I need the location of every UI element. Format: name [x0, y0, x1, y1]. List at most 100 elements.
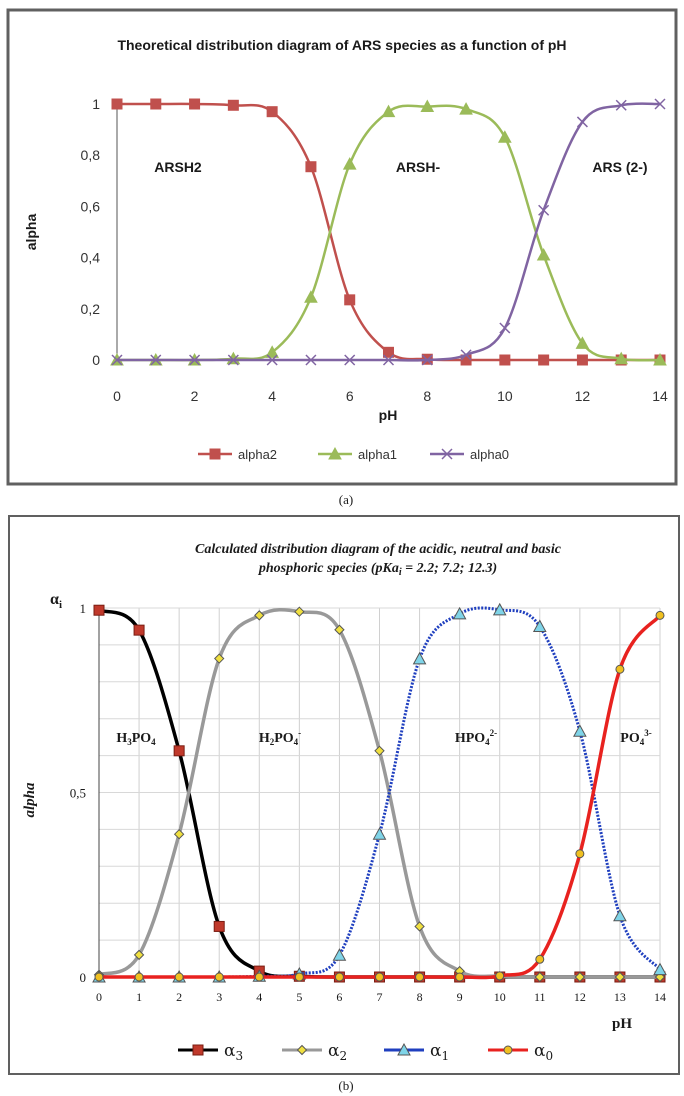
chart-a-point-alpha2 — [576, 354, 588, 366]
chart-b-point-1 — [254, 610, 265, 621]
chart-b-point-3 — [94, 972, 104, 982]
chart-a-ytick-label: 0,8 — [81, 147, 101, 163]
chart-b-legend-marker-1 — [296, 1044, 308, 1056]
chart-a-point-alpha0 — [344, 354, 356, 366]
chart-a-annotation-arsh-: ARSH- — [396, 159, 441, 175]
chart-b-xtick-label: 14 — [654, 990, 666, 1004]
chart-a-point-alpha0 — [615, 99, 627, 111]
chart-b-legend-label-0: α3 — [224, 1041, 243, 1063]
chart-a-title: Theoretical distribution diagram of ARS … — [117, 37, 566, 53]
chart-a-ytick-label: 0,4 — [81, 250, 101, 266]
chart-b-xtick-label: 4 — [256, 990, 262, 1004]
chart-a-ylabel: alpha — [23, 214, 39, 251]
chart-b-point-3 — [375, 972, 384, 982]
chart-a-point-alpha1 — [498, 130, 512, 143]
chart-b-legend-label-3: α0 — [534, 1041, 553, 1063]
chart-a-ytick-label: 1 — [92, 96, 100, 112]
chart-b-caption: (b) — [338, 1078, 353, 1093]
chart-b-point-3 — [214, 972, 224, 982]
chart-b-point-1 — [133, 949, 145, 961]
chart-b-xtick-label: 9 — [457, 990, 463, 1004]
chart-b-point-2 — [653, 962, 667, 976]
chart-b-point-1 — [294, 606, 305, 617]
chart-b-series-3 — [94, 610, 665, 982]
chart-b-xtick-label: 8 — [417, 990, 423, 1004]
chart-a-xtick-label: 0 — [113, 388, 121, 404]
chart-b-legend: α3 α2 α1 α0 — [178, 1041, 553, 1063]
chart-a-point-alpha0 — [654, 98, 666, 110]
chart-a-point-alpha0 — [227, 354, 239, 366]
chart-a-frame — [6, 8, 678, 486]
chart-a-point-alpha1 — [614, 351, 629, 365]
chart-b-point-3 — [334, 972, 344, 982]
chart-b-point-2 — [532, 619, 547, 632]
chart-a-point-alpha0 — [499, 322, 511, 334]
chart-b-point-3 — [655, 610, 665, 620]
chart-b-line-1 — [98, 607, 660, 979]
chart-a-point-alpha0 — [150, 354, 162, 366]
chart-b-point-1 — [173, 828, 185, 840]
chart-a-xtick-label: 6 — [346, 388, 354, 404]
chart-b-xtick-label: 0 — [96, 990, 102, 1004]
chart-a-legend-marker-alpha2 — [209, 448, 221, 460]
chart-b-legend-label-1: α2 — [328, 1041, 347, 1063]
chart-a-legend-label-alpha2: alpha2 — [238, 447, 277, 462]
chart-a-xtick-label: 10 — [497, 388, 513, 404]
chart-a-point-alpha1 — [536, 247, 551, 261]
chart-b-ytick-label: 0 — [80, 970, 87, 985]
chart-a-point-alpha2 — [538, 354, 550, 366]
chart-a-point-alpha1 — [342, 157, 357, 170]
chart-b-annotation-po43: PO43- — [620, 728, 651, 747]
chart-a-ytick-label: 0,6 — [81, 198, 101, 214]
chart-a-point-alpha0 — [576, 116, 588, 128]
chart-a-point-alpha2 — [499, 354, 511, 366]
chart-b-point-1 — [374, 745, 385, 757]
chart-b-xtick-label: 7 — [377, 990, 383, 1004]
chart-a-point-alpha2 — [189, 98, 201, 110]
chart-b-xtick-label: 12 — [574, 990, 586, 1004]
chart-b-point-1 — [214, 653, 225, 664]
chart-b-point-3 — [134, 972, 144, 982]
chart-b-point-3 — [415, 972, 425, 982]
chart-a-point-alpha2 — [305, 161, 317, 173]
chart-b-point-0 — [133, 624, 145, 636]
chart-a-ytick-label: 0 — [92, 352, 100, 368]
chart-b-point-3 — [615, 664, 625, 674]
chart-b-point-1 — [574, 971, 586, 983]
chart-b-point-2 — [613, 908, 627, 922]
chart-a-legend-label-alpha0: alpha0 — [470, 447, 509, 462]
chart-b-xtick-label: 1 — [136, 990, 142, 1004]
chart-b-annotation-h2po4: H2PO4- — [259, 728, 301, 747]
chart-a-caption: (a) — [339, 492, 353, 507]
chart-b-ytick-label: 0,5 — [70, 786, 86, 801]
chart-a-point-alpha1 — [653, 352, 667, 366]
chart-a-annotation-ars2-: ARS (2-) — [592, 159, 647, 175]
chart-b-point-0 — [213, 920, 225, 932]
chart-a-legend-marker-alpha0 — [441, 448, 453, 460]
chart-a-series-alpha0 — [111, 98, 666, 366]
chart-a-point-alpha0 — [189, 354, 201, 366]
chart-b-point-0 — [93, 604, 105, 616]
chart-b-annotation-h3po4: H3PO4 — [116, 731, 156, 747]
chart-b-point-3 — [575, 849, 585, 859]
chart-a-point-alpha1 — [381, 104, 396, 118]
chart-b-point-1 — [334, 624, 345, 635]
chart-a-legend-marker-alpha1 — [328, 446, 342, 460]
chart-a-xtick-label: 12 — [575, 388, 591, 404]
chart-a-point-alpha0 — [305, 354, 317, 366]
chart-b-point-1 — [414, 921, 425, 932]
chart-b-point-3 — [535, 954, 545, 964]
chart-a-line-alpha0 — [117, 102, 661, 362]
chart-a-point-alpha1 — [459, 102, 473, 115]
chart-a-xtick-label: 2 — [191, 388, 199, 404]
chart-b-point-0 — [173, 745, 185, 757]
chart-b-point-2 — [492, 602, 507, 616]
chart-b-ylabel: alpha — [22, 782, 38, 818]
chart-a-xtick-label: 8 — [423, 388, 431, 404]
chart-b-point-3 — [455, 972, 465, 982]
chart-b-point-2 — [372, 827, 387, 840]
chart-b-point-3 — [174, 972, 184, 982]
chart-b-ytick-label: 1 — [80, 601, 87, 616]
chart-b-xtick-label: 13 — [614, 990, 626, 1004]
chart-b-point-2 — [412, 651, 427, 665]
